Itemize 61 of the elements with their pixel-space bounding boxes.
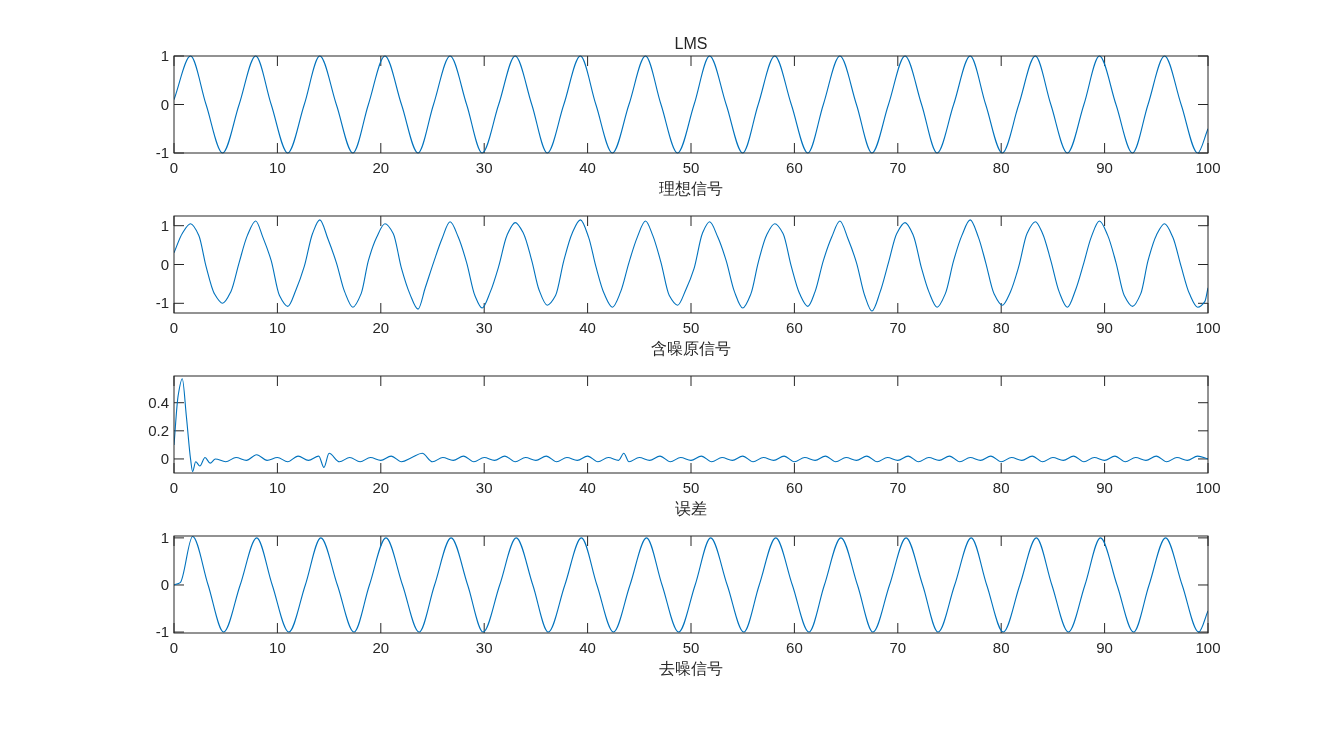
x-tick-label: 10 [269, 159, 286, 176]
y-tick-label: 0 [160, 575, 169, 593]
x-axis-title: 含噪原信号 [651, 340, 731, 357]
x-tick-label: 80 [992, 319, 1010, 336]
x-tick-label: 60 [786, 159, 803, 176]
x-tick-label: 30 [475, 479, 493, 496]
line-series [174, 219, 1208, 312]
x-tick-label: 60 [786, 639, 803, 656]
x-tick-label: 40 [579, 159, 596, 176]
x-tick-label: 70 [889, 639, 907, 656]
x-tick-label: 100 [1195, 479, 1221, 496]
x-tick-label: 50 [682, 479, 700, 496]
y-tick-label: 1 [160, 216, 169, 234]
y-tick-label: 0 [160, 255, 169, 273]
y-tick-label: 0 [160, 449, 169, 467]
y-tick-label: 1 [160, 528, 169, 546]
x-tick-label: 30 [475, 319, 493, 336]
x-tick-label: 10 [269, 479, 286, 496]
x-tick-label: 90 [1096, 639, 1113, 656]
y-tick-label: -1 [155, 144, 169, 161]
x-tick-label: 40 [579, 639, 596, 656]
x-tick-label: 60 [786, 479, 803, 496]
x-tick-label: 10 [269, 639, 286, 656]
line-series [174, 535, 1208, 633]
x-tick-label: 20 [372, 319, 390, 336]
x-tick-label: 100 [1195, 639, 1221, 656]
x-tick-label: 70 [889, 159, 907, 176]
chart-title: LMS [674, 35, 708, 52]
x-axis-title: 误差 [675, 500, 707, 517]
line-series [174, 55, 1208, 154]
x-tick-label: 70 [889, 319, 907, 336]
x-tick-label: 60 [786, 319, 803, 336]
x-tick-label: 30 [475, 639, 493, 656]
x-tick-label: 80 [992, 479, 1010, 496]
x-tick-label: 100 [1195, 319, 1221, 336]
x-tick-label: 90 [1096, 319, 1113, 336]
x-tick-label: 20 [372, 479, 390, 496]
x-tick-label: 50 [682, 639, 700, 656]
x-axis-title: 去噪信号 [659, 660, 723, 677]
y-tick-label: -1 [155, 294, 169, 312]
y-tick-label: 1 [160, 47, 169, 64]
x-tick-label: 70 [889, 479, 907, 496]
y-tick-label: -1 [155, 623, 169, 641]
x-tick-label: 20 [372, 639, 390, 656]
x-tick-label: 80 [992, 639, 1010, 656]
x-tick-label: 30 [475, 159, 493, 176]
x-tick-label: 40 [579, 479, 596, 496]
x-axis-title: 理想信号 [659, 180, 723, 197]
x-tick-label: 100 [1195, 159, 1221, 176]
x-tick-label: 90 [1096, 479, 1113, 496]
x-tick-label: 50 [682, 159, 700, 176]
x-tick-label: 20 [372, 159, 390, 176]
y-tick-label: 0.4 [148, 393, 169, 411]
y-tick-label: 0.2 [148, 421, 169, 439]
y-tick-label: 0 [160, 95, 169, 113]
line-series [174, 378, 1208, 473]
x-tick-label: 10 [269, 319, 286, 336]
x-tick-label: 40 [579, 319, 596, 336]
x-tick-label: 80 [992, 159, 1010, 176]
x-tick-label: 50 [682, 319, 700, 336]
x-tick-label: 90 [1096, 159, 1113, 176]
